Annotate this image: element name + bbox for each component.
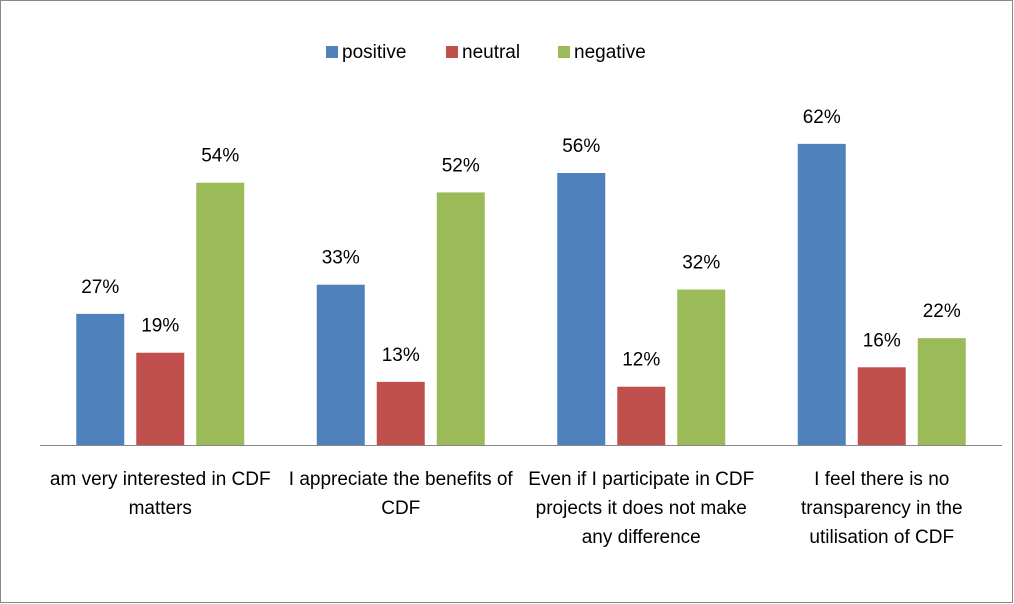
value-label: 56%	[562, 136, 600, 157]
x-tick-label: I appreciate the benefits of CDF	[288, 469, 513, 519]
value-label: 19%	[141, 316, 179, 337]
bar	[617, 386, 666, 445]
bar	[797, 143, 846, 445]
value-label: 13%	[382, 345, 420, 366]
bar	[376, 381, 425, 445]
value-label: 33%	[322, 248, 360, 269]
bar	[196, 182, 245, 445]
value-label: 22%	[923, 301, 961, 322]
legend-swatch	[558, 46, 570, 58]
bar	[436, 192, 485, 445]
legend-swatch	[446, 46, 458, 58]
x-tick-label: am very interested in CDF matters	[49, 469, 271, 519]
x-tick-label: Even if I participate in CDF projects it…	[528, 469, 755, 548]
bar	[917, 338, 966, 445]
value-label: 32%	[682, 253, 720, 274]
value-label: 52%	[442, 155, 480, 176]
bar	[316, 284, 365, 445]
value-label: 27%	[81, 277, 119, 298]
value-label: 12%	[622, 350, 660, 371]
value-label: 16%	[863, 330, 901, 351]
bar	[76, 313, 125, 445]
bar	[677, 289, 726, 445]
value-label: 54%	[201, 146, 239, 167]
bar	[136, 352, 185, 445]
legend-label: positive	[342, 42, 406, 63]
legend-label: neutral	[462, 42, 520, 63]
value-label: 62%	[803, 107, 841, 128]
bar	[557, 173, 606, 445]
x-tick-label: I feel there is no transparency in the u…	[800, 469, 963, 548]
legend-label: negative	[574, 42, 646, 63]
bar	[857, 367, 906, 445]
legend-swatch	[326, 46, 338, 58]
